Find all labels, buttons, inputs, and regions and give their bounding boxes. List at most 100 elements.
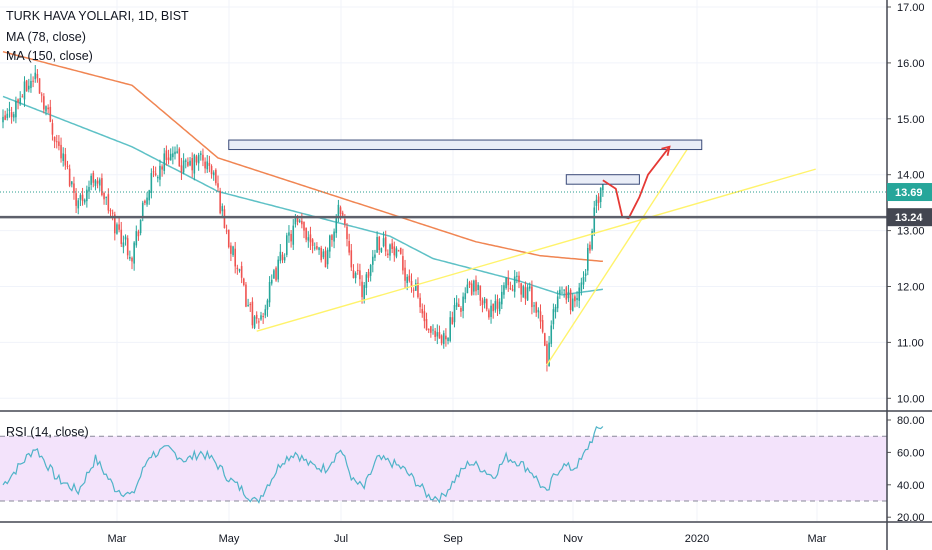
- candlestick-series: [2, 65, 604, 372]
- candle-body: [43, 96, 45, 110]
- candle-body: [397, 250, 400, 252]
- candle-body: [210, 166, 213, 175]
- candle-body: [298, 220, 301, 223]
- candle-body: [281, 254, 284, 260]
- candle-body: [36, 73, 39, 79]
- candle-body: [208, 162, 211, 166]
- candle-body: [380, 248, 383, 252]
- candle-body: [337, 204, 340, 217]
- candle-body: [419, 297, 421, 308]
- candle-body: [251, 301, 254, 326]
- projection-arrowhead: [661, 145, 671, 156]
- candle-body: [412, 289, 415, 291]
- y-tick-label: 16.00: [897, 58, 925, 70]
- candle-body: [124, 236, 127, 240]
- level-price-tag: [887, 208, 932, 227]
- candle-body: [470, 283, 473, 295]
- candle-body: [296, 216, 299, 222]
- candle-body: [279, 251, 282, 262]
- candle-body: [393, 246, 396, 256]
- candle-body: [266, 300, 269, 310]
- candle-body: [593, 207, 596, 233]
- candle-body: [230, 245, 232, 254]
- candle-body: [98, 179, 101, 186]
- candle-body: [554, 306, 557, 313]
- candle-body: [247, 304, 249, 306]
- trendline: [256, 168, 816, 332]
- candle-body: [94, 180, 97, 186]
- candle-body: [4, 115, 6, 120]
- candle-body: [367, 271, 370, 278]
- candle-body: [236, 267, 239, 270]
- candle-body: [352, 270, 355, 278]
- candle-body: [184, 160, 187, 162]
- candle-body: [311, 239, 314, 246]
- candle-body: [436, 332, 439, 337]
- candle-body: [466, 284, 469, 294]
- candle-body: [354, 273, 357, 279]
- candle-body: [154, 173, 157, 176]
- candle-body: [541, 320, 544, 332]
- candle-body: [408, 275, 411, 281]
- candle-body: [520, 283, 522, 295]
- candle-body: [556, 296, 559, 309]
- candle-body: [92, 172, 95, 183]
- price-tag-label: 13.69: [895, 187, 923, 199]
- candle-body: [193, 154, 196, 174]
- candle-body: [23, 81, 26, 100]
- candle-body: [30, 80, 32, 89]
- y-tick-label: 11.00: [897, 337, 924, 349]
- candle-body: [197, 154, 200, 164]
- rsi-line: [2, 426, 604, 504]
- candle-body: [402, 256, 404, 271]
- candle-body: [60, 144, 62, 159]
- rsi-band: [0, 436, 887, 501]
- candle-body: [511, 289, 514, 291]
- candle-body: [477, 284, 479, 290]
- candle-body: [406, 276, 408, 283]
- candle-body: [410, 280, 413, 287]
- candle-body: [195, 156, 198, 163]
- candle-body: [462, 296, 464, 312]
- candle-body: [51, 123, 54, 135]
- x-tick-label: Mar: [108, 533, 127, 545]
- y-tick-label: 10.00: [897, 393, 925, 405]
- candle-body: [137, 231, 140, 237]
- candle-body: [341, 212, 344, 216]
- candle-body: [535, 302, 537, 313]
- candle-body: [329, 235, 331, 252]
- candle-body: [270, 279, 273, 284]
- candle-body: [79, 195, 82, 200]
- candle-body: [305, 227, 307, 240]
- candle-body: [167, 157, 170, 161]
- candle-body: [518, 275, 520, 283]
- candle-body: [17, 99, 19, 103]
- y-tick-label: 15.00: [897, 114, 925, 126]
- y-tick-label: 14.00: [897, 170, 925, 182]
- candle-body: [539, 311, 542, 322]
- candle-body: [109, 210, 112, 212]
- candle-body: [223, 209, 226, 229]
- candle-body: [152, 171, 155, 173]
- candle-body: [2, 116, 4, 123]
- rsi-pane: [0, 426, 887, 504]
- candle-body: [202, 154, 204, 161]
- ma-150-line: [2, 50, 603, 263]
- candle-body: [587, 247, 589, 271]
- candle-body: [21, 96, 24, 98]
- candle-body: [453, 305, 456, 323]
- candle-body: [473, 280, 475, 292]
- y-tick-label: 13.00: [897, 226, 925, 238]
- candle-body: [53, 136, 56, 142]
- candle-body: [492, 303, 494, 312]
- candle-body: [176, 151, 178, 153]
- rsi-tick-label: 40.00: [897, 480, 925, 492]
- candle-body: [565, 287, 568, 300]
- candle-body: [116, 224, 118, 234]
- candle-body: [66, 165, 69, 167]
- candle-body: [451, 317, 454, 325]
- candle-body: [240, 266, 243, 278]
- candle-body: [344, 219, 346, 225]
- candle-body: [234, 248, 236, 267]
